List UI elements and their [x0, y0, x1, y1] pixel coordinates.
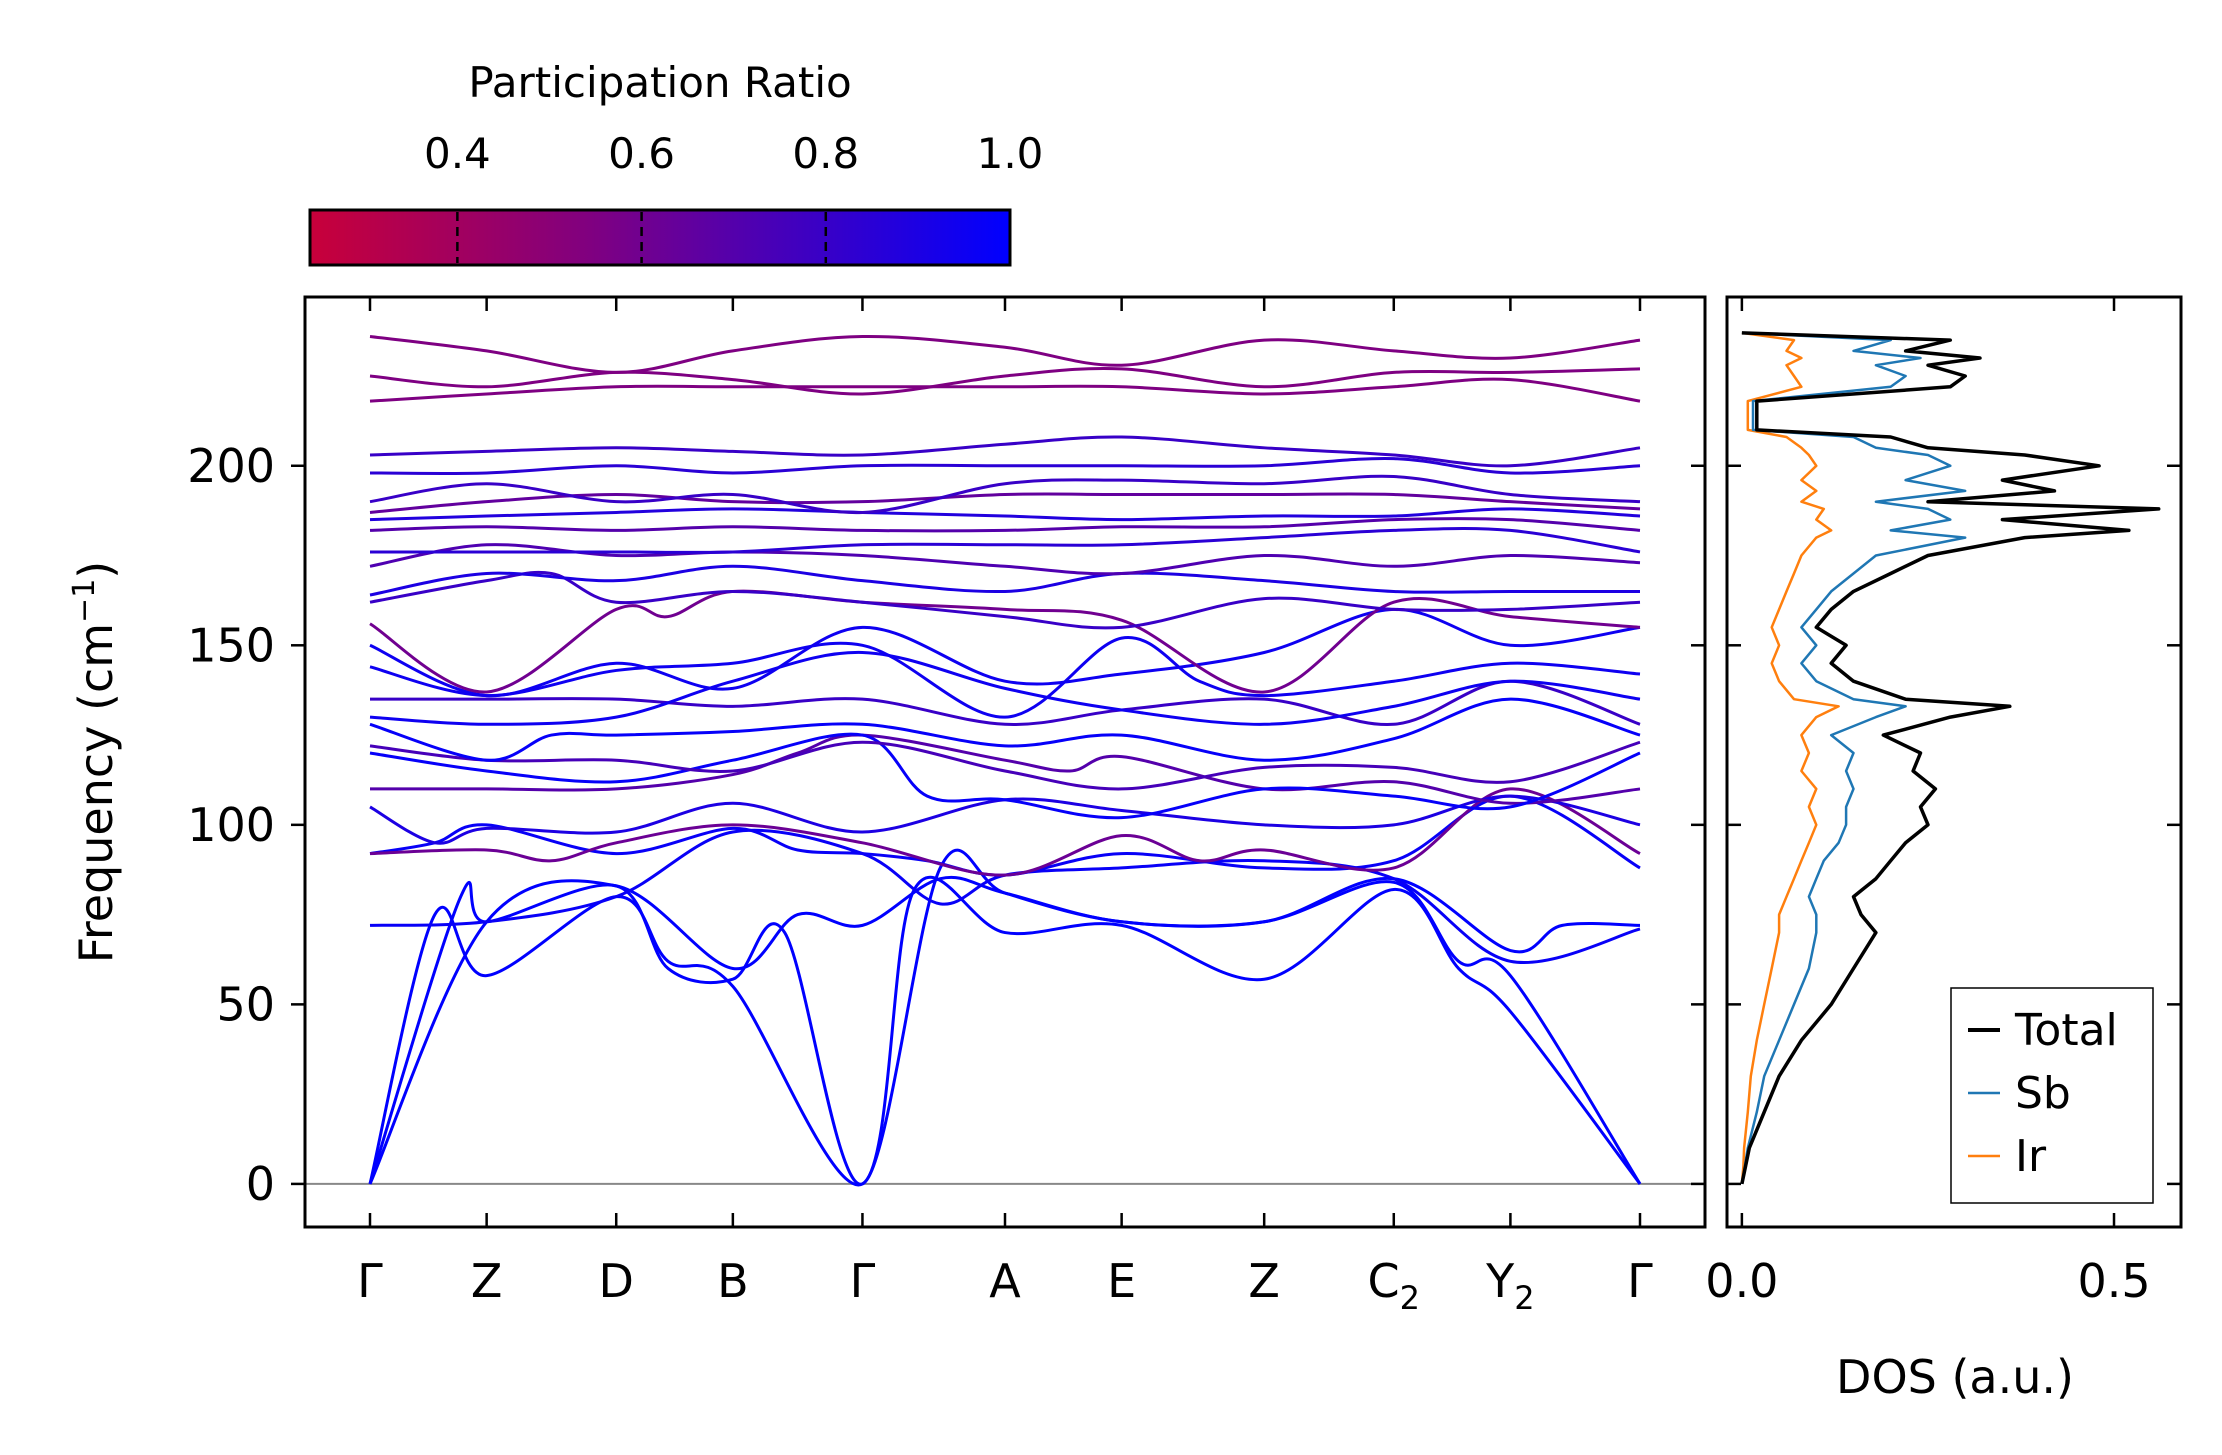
- phonon-band-line: [369, 507, 1641, 522]
- colorbar-tick-label: 0.6: [608, 129, 675, 178]
- colorbar-title: Participation Ratio: [468, 58, 851, 107]
- phonon-band-line: [368, 875, 1642, 1187]
- phonon-band-line: [369, 794, 1641, 877]
- phonon-band-line: [369, 492, 1641, 514]
- x-tick-label-sub: 2: [1400, 1279, 1420, 1317]
- x-tick-label: D: [599, 1254, 634, 1308]
- y-tick-label: 100: [187, 798, 275, 852]
- x-tick-label-main: Z: [1248, 1254, 1280, 1308]
- phonon-band-line: [369, 564, 1640, 597]
- colorbar-tick-label: 1.0: [977, 129, 1044, 178]
- legend-items: Total Sb Ir: [1968, 1005, 2118, 1182]
- phonon-band-line: [369, 377, 1641, 403]
- phonon-band-line: [369, 607, 1641, 698]
- colorbar-gradient: [308, 208, 1012, 267]
- x-tick-label-sub: 2: [1514, 1279, 1534, 1317]
- dos-x-axis-label: DOS (a.u.): [1836, 1350, 2074, 1404]
- y-axis-label-close: ): [69, 561, 123, 579]
- phonon-band-line: [369, 543, 1641, 576]
- dos-x-ticks: 0.0 0.5: [1705, 297, 2151, 1308]
- colorbar-ticks: 0.4 0.6 0.8 1.0: [424, 129, 1043, 263]
- phonon-band-line: [369, 334, 1641, 374]
- phonon-band-line: [369, 794, 1641, 845]
- dos-panel: 0.0 0.5 DOS (a.u.) Total Sb Ir: [1705, 295, 2183, 1404]
- y-axis-ticks: 0 50 100 150 200: [187, 439, 1705, 1211]
- x-tick-label-main: Y: [1485, 1254, 1515, 1308]
- dos-x-tick-label: 0.0: [1705, 1254, 1778, 1308]
- x-tick-label-main: C: [1368, 1254, 1400, 1308]
- legend-label: Sb: [2015, 1068, 2071, 1119]
- x-tick-label-main: Γ: [850, 1254, 876, 1308]
- phonon-band-line: [369, 456, 1641, 475]
- phonon-band-line: [368, 848, 1642, 1186]
- y-axis-label-sup: −1: [67, 579, 102, 623]
- x-tick-label: Γ: [1627, 1254, 1653, 1308]
- phonon-band-line: [369, 697, 1641, 762]
- x-tick-label: E: [1107, 1254, 1136, 1308]
- legend-label: Total: [2014, 1005, 2118, 1056]
- y-axis-label-main: Frequency (cm: [69, 623, 123, 963]
- phonon-band-line: [369, 435, 1641, 468]
- x-tick-label-main: Γ: [1627, 1254, 1653, 1308]
- dos-x-tick-label: 0.5: [2077, 1254, 2150, 1308]
- phonon-band-line: [369, 570, 1641, 630]
- x-tick-label: Γ: [850, 1254, 876, 1308]
- phonon-band-line: [369, 828, 1641, 965]
- phonon-band-line: [369, 636, 1641, 719]
- y-tick-label: 200: [187, 439, 275, 493]
- y-tick-label: 150: [187, 618, 275, 672]
- phonon-band-line: [369, 740, 1641, 791]
- phonon-band-line: [369, 516, 1641, 533]
- phonon-band-line: [370, 527, 1641, 554]
- x-tick-label-main: Z: [471, 1254, 503, 1308]
- dos-axes-frame: [1725, 295, 2183, 1229]
- x-axis-ticks: Γ Z D B Γ A E Z C2 Y2 Γ: [357, 297, 1653, 1317]
- phonon-band-line: [370, 679, 1641, 726]
- phonon-bands: [368, 334, 1642, 1187]
- phonon-band-line: [369, 732, 1641, 820]
- phonon-band-line: [368, 876, 1641, 1185]
- x-tick-label-main: D: [599, 1254, 634, 1308]
- colorbar-tick-label: 0.4: [424, 129, 491, 178]
- x-tick-label-main: B: [717, 1254, 749, 1308]
- y-axis-label: Frequency (cm−1): [67, 561, 123, 964]
- x-tick-label: Z: [471, 1254, 503, 1308]
- x-tick-label: Z: [1248, 1254, 1280, 1308]
- dos-curve-sb: [1740, 331, 1967, 1185]
- dos-curve-total: [1740, 331, 2161, 1185]
- x-tick-label: A: [989, 1254, 1021, 1308]
- dos-curves: [1740, 331, 2161, 1185]
- x-tick-label-main: Γ: [357, 1254, 383, 1308]
- x-tick-label: C2: [1368, 1254, 1420, 1317]
- x-tick-label: B: [717, 1254, 749, 1308]
- dos-y-ticks: [1727, 464, 2181, 1186]
- phonon-band-line: [369, 366, 1641, 396]
- colorbar: Participation Ratio 0.4 0.6 0.8 1.0: [308, 58, 1043, 267]
- phonon-band-line: [369, 474, 1641, 515]
- colorbar-tick-label: 0.8: [792, 129, 859, 178]
- legend-frame: [1950, 987, 2154, 1204]
- dos-curve-ir: [1740, 331, 1840, 1185]
- phonon-band-line: [369, 787, 1641, 877]
- y-tick-label: 0: [246, 1157, 275, 1211]
- x-tick-label-main: E: [1107, 1254, 1136, 1308]
- x-tick-label-main: A: [989, 1254, 1021, 1308]
- legend-label: Ir: [2015, 1131, 2047, 1182]
- phonon-band-line: [369, 733, 1641, 805]
- phonon-band-line: [369, 650, 1641, 726]
- legend: Total Sb Ir: [1950, 987, 2154, 1204]
- phonon-band-line: [369, 589, 1641, 694]
- x-tick-label: Γ: [357, 1254, 383, 1308]
- y-tick-label: 50: [216, 977, 275, 1031]
- x-tick-label: Y2: [1485, 1254, 1534, 1317]
